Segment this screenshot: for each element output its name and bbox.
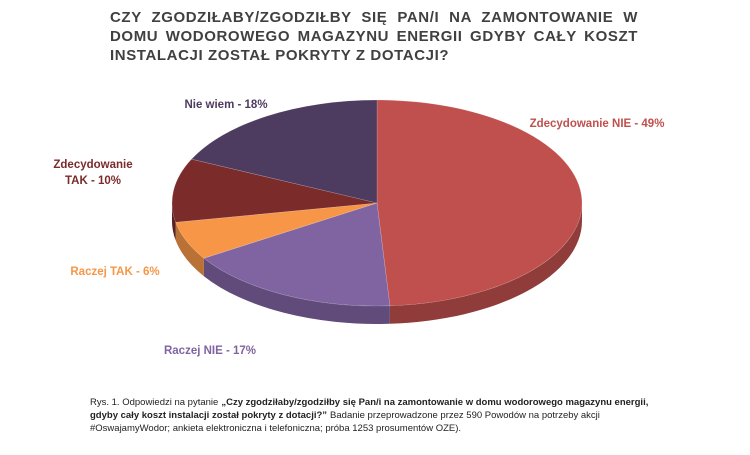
data-label: Raczej TAK - 6% — [70, 266, 160, 278]
pie-slice — [171, 158, 378, 223]
pie-slice — [175, 202, 378, 259]
data-label: Raczej NIE - 17% — [163, 345, 257, 357]
pie-slice — [203, 202, 391, 307]
caption-text: Rys. 1. Odpowiedzi na pytanie — [90, 397, 219, 408]
caption-text: Badanie przeprowadzone przez 590 Powodów… — [90, 410, 600, 434]
pie-slice — [376, 99, 583, 307]
caption-question: „Czy zgodziłaby/zgodziłby się Pan/i na z… — [90, 397, 649, 421]
pie-slice-side — [203, 258, 390, 324]
caption: Rys. 1. Odpowiedzi na pytanie „Czy zgodzi… — [90, 396, 670, 435]
pie-slice-side — [175, 222, 204, 277]
chart-title: CZY ZGODZIŁABY/ZGODZIŁBY SIĘ PAN/I NA ZA… — [110, 9, 638, 64]
pie-slice-side — [389, 203, 582, 324]
pie-slice — [190, 99, 378, 204]
data-label: Zdecydowanie NIE - 49% — [529, 118, 665, 130]
data-label: Nie wiem - 18% — [184, 99, 268, 111]
pie-slice-side — [172, 203, 176, 241]
data-label: Zdecydowanie TAK - 10% — [53, 159, 133, 187]
